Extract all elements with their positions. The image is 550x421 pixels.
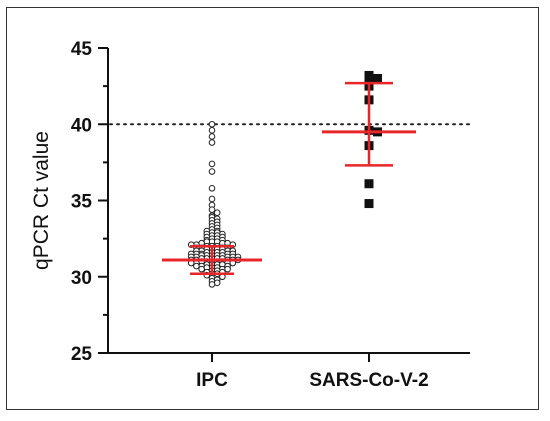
y-tick-label: 35 <box>71 192 93 213</box>
ipc-point <box>208 281 216 288</box>
x-tick-label: SARS-Co-V-2 <box>309 370 428 391</box>
x-tick-label: IPC <box>196 370 228 391</box>
sars-point <box>364 179 374 189</box>
ipc-point <box>208 206 216 213</box>
ipc-point <box>208 139 216 146</box>
ipc-point <box>208 120 216 128</box>
points-layer <box>187 70 382 288</box>
summary-layer <box>162 81 416 275</box>
ipc-point <box>208 127 216 134</box>
y-tick-label: 25 <box>71 344 93 365</box>
sars-point <box>373 74 382 83</box>
chart-frame <box>6 7 539 410</box>
axes: qPCR Ct value 25 30 35 40 45 IPC SARS-Co-V-2 <box>30 39 470 391</box>
ipc-point <box>208 195 216 203</box>
ipc-point <box>224 265 231 273</box>
ipc-point <box>198 265 205 273</box>
y-tick-label: 40 <box>71 115 92 136</box>
ipc-point <box>208 168 216 175</box>
ipc-point <box>213 209 221 216</box>
y-axis-title: qPCR Ct value <box>30 131 53 270</box>
ipc-point <box>193 262 200 270</box>
sars-point <box>364 74 374 83</box>
ipc-point <box>208 160 216 168</box>
ipc-point <box>208 133 216 140</box>
y-tick-label: 45 <box>71 39 93 60</box>
y-tick-label: 30 <box>71 268 92 289</box>
sars-point <box>364 199 374 209</box>
ipc-point <box>208 185 216 192</box>
